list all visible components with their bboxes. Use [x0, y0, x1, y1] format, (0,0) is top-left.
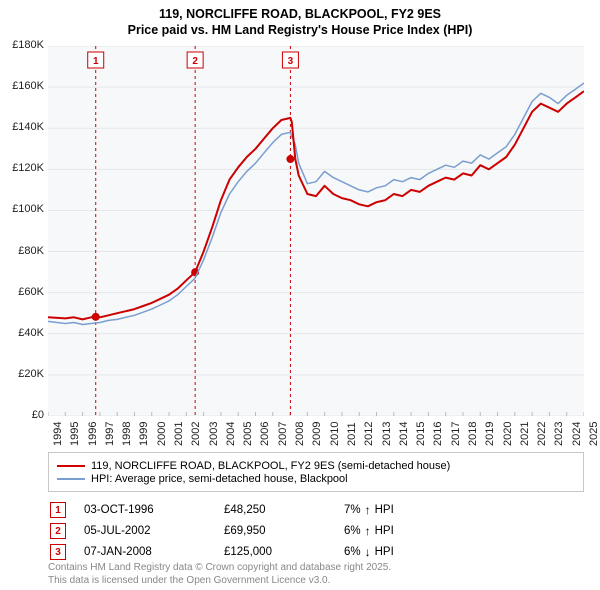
- row-date: 05-JUL-2002: [84, 525, 224, 537]
- x-tick-label: 2019: [484, 422, 496, 446]
- y-tick-label: £80K: [0, 245, 44, 257]
- x-tick-label: 2005: [242, 422, 254, 446]
- x-tick-label: 2007: [277, 422, 289, 446]
- y-tick-label: £40K: [0, 327, 44, 339]
- x-tick-label: 2024: [571, 422, 583, 446]
- x-tick-label: 2010: [329, 422, 341, 446]
- x-tick-label: 2013: [381, 422, 393, 446]
- x-tick-label: 1999: [138, 422, 150, 446]
- arrow-up-icon: ↑: [365, 503, 371, 517]
- price-chart: 1 2 3: [48, 46, 584, 416]
- x-tick-label: 2004: [225, 422, 237, 446]
- footer-line1: Contains HM Land Registry data © Crown c…: [48, 562, 391, 573]
- x-tick-label: 2016: [432, 422, 444, 446]
- x-tick-label: 2015: [415, 422, 427, 446]
- legend-item: HPI: Average price, semi-detached house,…: [57, 473, 575, 485]
- y-tick-label: £180K: [0, 39, 44, 51]
- table-row: 1 03-OCT-1996 £48,250 7% ↑ HPI: [48, 500, 584, 520]
- footer-line2: This data is licensed under the Open Gov…: [48, 575, 330, 586]
- row-date: 03-OCT-1996: [84, 504, 224, 516]
- row-hpi: 6% ↑ HPI: [344, 524, 464, 538]
- x-tick-label: 1996: [87, 422, 99, 446]
- svg-text:2: 2: [192, 56, 198, 67]
- x-tick-label: 2011: [346, 422, 358, 446]
- y-tick-label: £140K: [0, 121, 44, 133]
- table-row: 3 07-JAN-2008 £125,000 6% ↓ HPI: [48, 542, 584, 562]
- x-tick-label: 2021: [519, 422, 531, 446]
- row-hpi: 7% ↑ HPI: [344, 503, 464, 517]
- legend-label: HPI: Average price, semi-detached house,…: [91, 473, 348, 485]
- row-price: £69,950: [224, 525, 344, 537]
- x-tick-label: 2018: [467, 422, 479, 446]
- x-tick-label: 2001: [173, 422, 185, 446]
- legend-swatch-red: [57, 465, 85, 467]
- x-tick-label: 2009: [311, 422, 323, 446]
- x-tick-label: 2014: [398, 422, 410, 446]
- legend-swatch-blue: [57, 478, 85, 480]
- y-tick-label: £100K: [0, 203, 44, 215]
- x-tick-label: 2006: [259, 422, 271, 446]
- y-tick-label: £120K: [0, 162, 44, 174]
- x-tick-label: 2022: [536, 422, 548, 446]
- legend-item: 119, NORCLIFFE ROAD, BLACKPOOL, FY2 9ES …: [57, 460, 575, 472]
- row-marker: 2: [50, 523, 66, 539]
- y-tick-label: £0: [0, 409, 44, 421]
- row-marker: 3: [50, 544, 66, 560]
- x-tick-label: 2023: [553, 422, 565, 446]
- title-line2: Price paid vs. HM Land Registry's House …: [128, 23, 473, 37]
- x-tick-label: 2020: [502, 422, 514, 446]
- y-tick-label: £160K: [0, 80, 44, 92]
- table-row: 2 05-JUL-2002 £69,950 6% ↑ HPI: [48, 521, 584, 541]
- x-tick-label: 1994: [52, 422, 64, 446]
- x-tick-label: 2025: [588, 422, 600, 446]
- arrow-up-icon: ↑: [365, 524, 371, 538]
- x-tick-label: 1998: [121, 422, 133, 446]
- y-tick-label: £20K: [0, 368, 44, 380]
- chart-title: 119, NORCLIFFE ROAD, BLACKPOOL, FY2 9ES …: [0, 0, 600, 39]
- row-price: £125,000: [224, 546, 344, 558]
- footer-attribution: Contains HM Land Registry data © Crown c…: [48, 562, 391, 587]
- row-marker: 1: [50, 502, 66, 518]
- legend-label: 119, NORCLIFFE ROAD, BLACKPOOL, FY2 9ES …: [91, 460, 450, 472]
- sales-table: 1 03-OCT-1996 £48,250 7% ↑ HPI 2 05-JUL-…: [48, 500, 584, 563]
- svg-text:1: 1: [93, 56, 99, 67]
- x-tick-label: 1995: [69, 422, 81, 446]
- svg-text:3: 3: [288, 56, 294, 67]
- row-price: £48,250: [224, 504, 344, 516]
- arrow-down-icon: ↓: [365, 545, 371, 559]
- title-line1: 119, NORCLIFFE ROAD, BLACKPOOL, FY2 9ES: [159, 7, 441, 21]
- row-date: 07-JAN-2008: [84, 546, 224, 558]
- x-tick-label: 2003: [208, 422, 220, 446]
- x-tick-label: 2000: [156, 422, 168, 446]
- x-tick-label: 2008: [294, 422, 306, 446]
- row-hpi: 6% ↓ HPI: [344, 545, 464, 559]
- x-tick-label: 1997: [104, 422, 116, 446]
- x-tick-label: 2002: [190, 422, 202, 446]
- x-tick-label: 2012: [363, 422, 375, 446]
- y-tick-label: £60K: [0, 286, 44, 298]
- x-tick-label: 2017: [450, 422, 462, 446]
- legend: 119, NORCLIFFE ROAD, BLACKPOOL, FY2 9ES …: [48, 452, 584, 492]
